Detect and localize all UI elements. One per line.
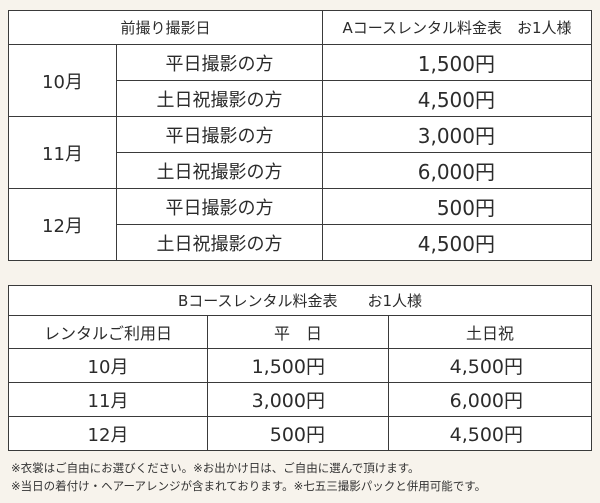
table-row: 11月 3,000円 6,000円 bbox=[8, 382, 593, 417]
column-header-rental-date: レンタルご利用日 bbox=[8, 315, 208, 349]
table-row: 土日祝撮影の方 4,500円 bbox=[9, 80, 593, 117]
column-header-weekday: 平 日 bbox=[207, 315, 389, 349]
weekend-price: 4,500円 bbox=[322, 80, 593, 117]
month-cell: 10月 bbox=[8, 348, 208, 383]
course-a-price-table: 前撮り撮影日 Aコースレンタル料金表 お1人様 10月 平日撮影の方 1,500… bbox=[7, 10, 593, 261]
course-a-title: Aコースレンタル料金表 お1人様 bbox=[322, 10, 593, 45]
note-line: ※衣裳はご自由にお選びください。※お出かけ日は、ご自由に選んで頂けます。 bbox=[11, 461, 420, 475]
month-cell: 11月 bbox=[8, 116, 117, 189]
course-b-title-row: Bコースレンタル料金表 お1人様 bbox=[7, 285, 593, 316]
table-row: 土日祝撮影の方 6,000円 bbox=[9, 152, 593, 189]
column-header-weekend: 土日祝 bbox=[387, 315, 593, 349]
course-a-header-row: 前撮り撮影日 Aコースレンタル料金表 お1人様 bbox=[7, 10, 593, 45]
weekday-label: 平日撮影の方 bbox=[115, 44, 324, 81]
month-cell: 12月 bbox=[8, 416, 208, 451]
month-cell: 11月 bbox=[8, 382, 208, 417]
weekday-price: 500円 bbox=[207, 416, 389, 451]
weekday-label: 平日撮影の方 bbox=[115, 116, 324, 153]
course-b-header-row: レンタルご利用日 平 日 土日祝 bbox=[8, 315, 593, 349]
weekday-price: 1,500円 bbox=[322, 44, 593, 81]
weekend-price: 4,500円 bbox=[387, 348, 593, 383]
weekend-label: 土日祝撮影の方 bbox=[115, 152, 324, 189]
table-row: 12月 500円 4,500円 bbox=[8, 416, 593, 451]
weekday-price: 3,000円 bbox=[207, 382, 389, 417]
notes: ※衣裳はご自由にお選びください。※お出かけ日は、ご自由に選んで頂けます。 ※当日… bbox=[11, 459, 596, 495]
weekend-price: 6,000円 bbox=[387, 382, 593, 417]
table-row: 11月 平日撮影の方 3,000円 bbox=[8, 116, 593, 189]
weekend-price: 4,500円 bbox=[322, 224, 593, 261]
course-b-title: Bコースレンタル料金表 お1人様 bbox=[7, 285, 593, 316]
weekend-price: 6,000円 bbox=[322, 152, 593, 189]
weekend-price: 4,500円 bbox=[387, 416, 593, 451]
course-b-price-table: Bコースレンタル料金表 お1人様 レンタルご利用日 平 日 土日祝 10月 1,… bbox=[7, 285, 593, 451]
weekend-label: 土日祝撮影の方 bbox=[115, 80, 324, 117]
weekday-label: 平日撮影の方 bbox=[115, 188, 324, 225]
shooting-date-header: 前撮り撮影日 bbox=[7, 10, 324, 45]
weekday-price: 3,000円 bbox=[322, 116, 593, 153]
weekend-label: 土日祝撮影の方 bbox=[115, 224, 324, 261]
weekday-price: 500円 bbox=[322, 188, 593, 225]
table-row: 12月 平日撮影の方 500円 bbox=[8, 188, 593, 261]
table-row: 10月 1,500円 4,500円 bbox=[8, 348, 593, 383]
month-cell: 12月 bbox=[8, 188, 117, 261]
month-cell: 10月 bbox=[8, 44, 117, 117]
weekday-price: 1,500円 bbox=[207, 348, 389, 383]
table-row: 10月 平日撮影の方 1,500円 bbox=[8, 44, 593, 117]
table-row: 土日祝撮影の方 4,500円 bbox=[9, 224, 593, 261]
note-line: ※当日の着付け・ヘアーアレンジが含まれております。※七五三撮影パックと併用可能で… bbox=[11, 479, 487, 493]
